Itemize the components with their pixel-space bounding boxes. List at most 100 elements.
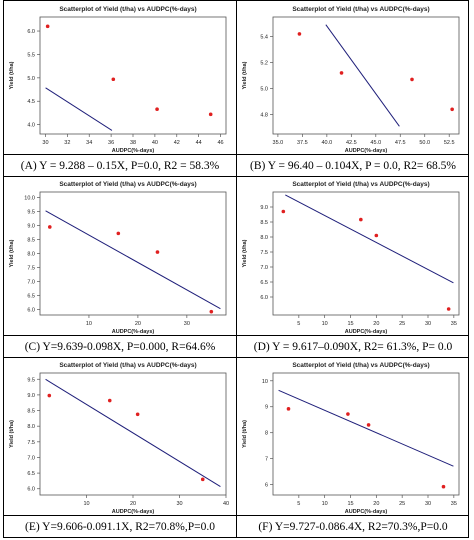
y-axis-label: Yield (t/ha) <box>9 420 15 448</box>
grid-divider-horizontal <box>4 357 468 358</box>
y-tick-label: 8.0 <box>27 424 35 430</box>
y-tick-label: 9.0 <box>27 224 35 230</box>
y-tick-label: 9.5 <box>27 377 35 383</box>
x-tick-label: 30 <box>184 321 190 327</box>
figure-grid: Scatterplot of Yield (t/ha) vs AUDPC(%-d… <box>3 0 469 538</box>
regression-line <box>45 87 113 131</box>
x-tick-label: 30 <box>425 501 431 507</box>
x-tick-label: 38 <box>130 140 136 146</box>
data-point <box>450 107 454 112</box>
data-point <box>410 77 414 82</box>
y-tick-label: 7.0 <box>27 279 35 285</box>
data-point <box>374 233 379 238</box>
x-tick-label: 36 <box>108 140 114 146</box>
y-tick-label: 9.5 <box>27 210 35 216</box>
x-tick-label: 46 <box>217 140 223 146</box>
chart-panel-c: Scatterplot of Yield (t/ha) vs AUDPC(%-d… <box>4 176 236 357</box>
y-tick-label: 5.0 <box>260 87 268 93</box>
data-point <box>208 112 213 117</box>
y-tick-label: 7.0 <box>27 455 35 461</box>
data-point <box>346 412 350 416</box>
y-tick-label: 7.0 <box>260 265 268 271</box>
data-point <box>47 225 52 229</box>
y-tick-label: 7.5 <box>27 440 35 446</box>
x-tick-label: 5 <box>297 501 300 507</box>
x-axis-label: AUDPC(%-days) <box>112 329 155 335</box>
x-axis-label: AUDPC(%-days) <box>345 509 388 515</box>
x-tick-label: 40 <box>152 140 158 146</box>
chart-title: Scatterplot of Yield (t/ha) vs AUDPC(%-d… <box>292 181 429 188</box>
x-tick-label: 35 <box>451 501 457 507</box>
y-axis-label: Yield (t/ha) <box>242 239 248 267</box>
y-tick-label: 8.5 <box>27 238 35 244</box>
regression-line <box>45 210 221 310</box>
x-tick-label: 25 <box>399 321 405 327</box>
y-tick-label: 8 <box>265 431 268 437</box>
regression-line <box>325 24 400 127</box>
y-tick-label: 9.0 <box>27 393 35 399</box>
regression-caption: (F) Y=9.727-0.086.4X, R2=70.3%,P=0.0 <box>237 515 469 538</box>
data-point <box>366 423 371 427</box>
x-tick-label: 10 <box>322 501 328 507</box>
x-tick-label: 40.0 <box>321 140 332 146</box>
x-tick-label: 30 <box>425 321 431 327</box>
x-axis-label: AUDPC(%-days) <box>112 148 155 154</box>
x-tick-label: 32 <box>64 140 70 146</box>
y-tick-label: 5.5 <box>27 52 35 58</box>
data-point <box>107 398 112 403</box>
x-tick-label: 42.5 <box>346 140 357 146</box>
data-point <box>446 307 451 311</box>
plot-area <box>272 16 460 135</box>
y-tick-label: 6 <box>265 483 268 489</box>
x-tick-label: 5 <box>297 321 300 327</box>
plot-area <box>39 16 227 135</box>
x-tick-label: 45.0 <box>370 140 381 146</box>
x-axis-label: AUDPC(%-days) <box>345 148 388 154</box>
y-tick-label: 6.0 <box>27 29 35 35</box>
x-tick-label: 34 <box>86 140 92 146</box>
y-axis-label: Yield (t/ha) <box>242 61 248 89</box>
y-axis-label: Yield (t/ha) <box>242 420 248 448</box>
chart-title: Scatterplot of Yield (t/ha) vs AUDPC(%-d… <box>59 181 196 188</box>
y-tick-label: 4.5 <box>27 99 35 105</box>
x-tick-label: 42 <box>174 140 180 146</box>
x-tick-label: 44 <box>196 140 202 146</box>
y-tick-label: 6.0 <box>27 487 35 493</box>
x-tick-label: 20 <box>130 501 136 507</box>
data-point <box>297 32 302 36</box>
y-tick-label: 5.2 <box>260 61 268 67</box>
x-tick-label: 10 <box>83 501 89 507</box>
regression-caption: (D) Y = 9.617–0.090X, R2= 61.3%, P= 0.0 <box>237 335 469 358</box>
x-tick-label: 37.5 <box>297 140 308 146</box>
x-tick-label: 20 <box>135 321 141 327</box>
y-tick-label: 9.0 <box>260 205 268 211</box>
scatterplot-a: Scatterplot of Yield (t/ha) vs AUDPC(%-d… <box>9 6 227 154</box>
regression-line <box>285 194 454 284</box>
data-point <box>441 484 446 489</box>
y-tick-label: 6.5 <box>27 293 35 299</box>
x-tick-label: 25 <box>399 501 405 507</box>
scatterplot-f: Scatterplot of Yield (t/ha) vs AUDPC(%-d… <box>242 362 460 515</box>
regression-caption: (C) Y=9.639-0.098X, P=0.000, R=64.6% <box>4 335 236 358</box>
scatterplot-d: Scatterplot of Yield (t/ha) vs AUDPC(%-d… <box>242 181 460 335</box>
x-tick-label: 15 <box>347 321 353 327</box>
x-tick-label: 30 <box>42 140 48 146</box>
y-tick-label: 10.0 <box>24 196 35 202</box>
regression-caption: (A) Y = 9.288 – 0.15X, P=0.0, R2 = 58.3% <box>4 154 236 177</box>
x-tick-label: 52.5 <box>444 140 455 146</box>
x-tick-label: 20 <box>373 321 379 327</box>
grid-divider-vertical <box>236 1 237 537</box>
data-point <box>359 217 363 222</box>
data-point <box>135 412 140 417</box>
y-tick-label: 8.5 <box>260 220 268 226</box>
y-tick-label: 7 <box>265 457 268 463</box>
chart-title: Scatterplot of Yield (t/ha) vs AUDPC(%-d… <box>292 6 429 13</box>
y-tick-label: 5.4 <box>260 35 268 41</box>
x-tick-label: 35.0 <box>273 140 284 146</box>
y-tick-label: 7.5 <box>27 265 35 271</box>
x-tick-label: 30 <box>176 501 182 507</box>
chart-title: Scatterplot of Yield (t/ha) vs AUDPC(%-d… <box>59 6 196 13</box>
y-tick-label: 5.0 <box>27 76 35 82</box>
y-tick-label: 4.8 <box>260 113 268 119</box>
x-tick-label: 10 <box>322 321 328 327</box>
